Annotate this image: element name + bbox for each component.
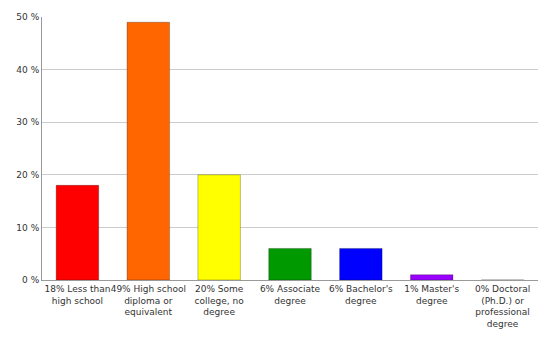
svg-text:30 %: 30 % [16, 117, 39, 127]
svg-text:1% Master'sdegree: 1% Master'sdegree [404, 284, 459, 306]
svg-text:6% Associatedegree: 6% Associatedegree [260, 284, 321, 306]
svg-text:0% Doctoral(Ph.D.) orprofessio: 0% Doctoral(Ph.D.) orprofessionaldegree [475, 284, 530, 329]
svg-text:0 %: 0 % [22, 275, 40, 285]
svg-text:49% High schooldiploma orequiv: 49% High schooldiploma orequivalent [111, 284, 186, 317]
svg-text:50 %: 50 % [16, 12, 39, 22]
svg-text:6% Bachelor'sdegree: 6% Bachelor'sdegree [329, 284, 393, 306]
svg-text:40 %: 40 % [16, 65, 39, 75]
svg-text:20% Somecollege, nodegree: 20% Somecollege, nodegree [195, 284, 245, 317]
svg-text:18% Less thanhigh school: 18% Less thanhigh school [44, 284, 110, 306]
svg-text:20 %: 20 % [16, 170, 39, 180]
svg-text:10 %: 10 % [16, 223, 39, 233]
